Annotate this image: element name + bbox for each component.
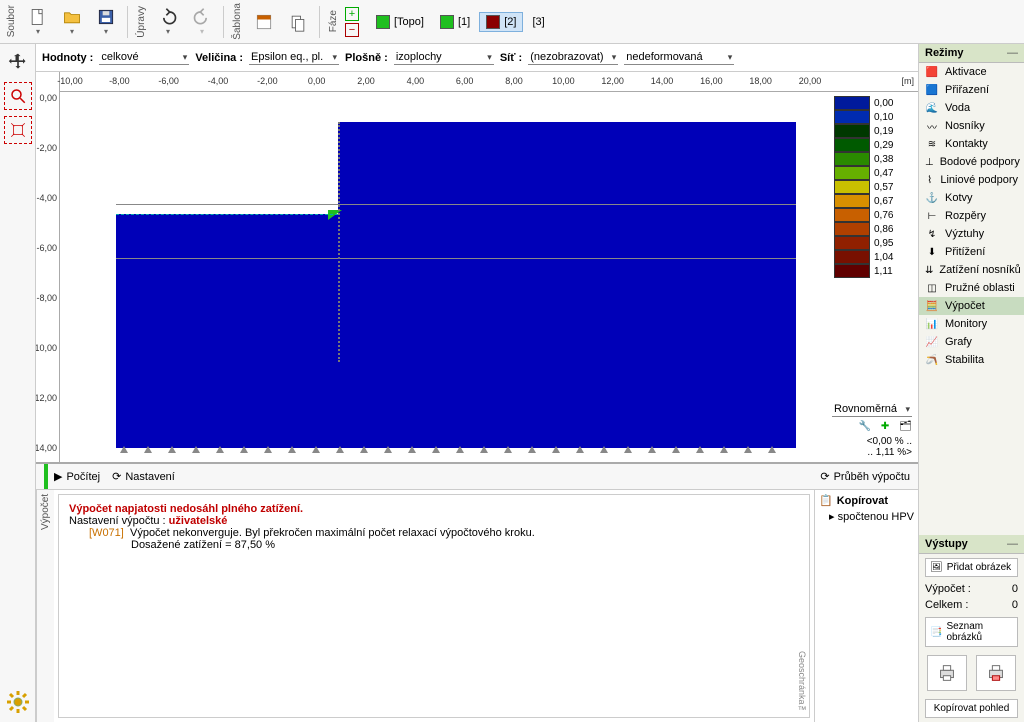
mode-item[interactable]: ↯Výztuhy bbox=[919, 225, 1024, 243]
plosne-select[interactable]: izoplochy bbox=[394, 50, 494, 65]
redo-button[interactable]: ▾ bbox=[187, 4, 217, 40]
velicina-label: Veličina : bbox=[195, 52, 243, 64]
ruler-y: 0,00-2,00-4,00-6,00-8,00-10,00-12,00-14,… bbox=[36, 72, 60, 462]
log-warning-text2: Dosažené zatížení = 87,50 % bbox=[69, 539, 799, 551]
log-settings-label: Nastavení výpočtu : bbox=[69, 515, 169, 527]
undo-button[interactable]: ▾ bbox=[153, 4, 183, 40]
menu-sablona[interactable]: Šablona bbox=[230, 1, 245, 42]
mode-item[interactable]: ⊥Bodové podpory bbox=[919, 153, 1024, 171]
hodnoty-select[interactable]: celkové bbox=[99, 50, 189, 65]
plot-canvas[interactable]: 0,000,100,190,290,380,470,570,670,760,86… bbox=[60, 92, 918, 462]
mode-item[interactable]: 📊Monitory bbox=[919, 315, 1024, 333]
color-legend: 0,000,100,190,290,380,470,570,670,760,86… bbox=[834, 96, 912, 278]
model-region-lower bbox=[116, 214, 796, 448]
celkem-count: 0 bbox=[1012, 599, 1018, 611]
kopirovat-pohled-button[interactable]: Kopírovat pohled bbox=[925, 699, 1018, 718]
log-settings-value: uživatelské bbox=[169, 515, 228, 527]
mode-item[interactable]: 🟦Přiřazení bbox=[919, 81, 1024, 99]
layers-icon[interactable]: 🗂 bbox=[899, 421, 912, 432]
phase-tab[interactable]: [1] bbox=[433, 12, 477, 32]
deform-select[interactable]: nedeformovaná bbox=[624, 50, 734, 65]
menu-faze[interactable]: Fáze bbox=[326, 8, 341, 34]
vypocet-count: 0 bbox=[1012, 583, 1018, 595]
sheet-pile bbox=[338, 122, 340, 362]
minimize-icon[interactable]: — bbox=[1007, 47, 1018, 59]
interface-line bbox=[116, 204, 796, 205]
mode-item[interactable]: 🪃Stabilita bbox=[919, 351, 1024, 369]
velicina-select[interactable]: Epsilon eq., pl. bbox=[249, 50, 339, 65]
log-warning-code: [W071] bbox=[89, 527, 124, 539]
ruler-x: [m] -10,00-8,00-6,00-4,00-2,000,002,004,… bbox=[60, 72, 918, 92]
zoom-tool[interactable] bbox=[4, 82, 32, 110]
ruler-unit: [m] bbox=[902, 76, 915, 86]
mode-item[interactable]: ⇊Zatížení nosníků bbox=[919, 261, 1024, 279]
clipboard-button[interactable] bbox=[283, 4, 313, 40]
range-low: <0,00 % .. bbox=[832, 436, 912, 447]
log-error: Výpočet napjatosti nedosáhl plného zatíž… bbox=[69, 503, 799, 515]
sit-select[interactable]: (nezobrazovat) bbox=[528, 50, 618, 65]
hodnoty-label: Hodnoty : bbox=[42, 52, 93, 64]
range-high: .. 1,11 %> bbox=[832, 447, 912, 458]
mode-item[interactable]: 🌊Voda bbox=[919, 99, 1024, 117]
print-color-button[interactable] bbox=[976, 655, 1016, 691]
log-area: Výpočet napjatosti nedosáhl plného zatíž… bbox=[58, 494, 810, 718]
mode-item[interactable]: 📈Grafy bbox=[919, 333, 1024, 351]
menu-soubor[interactable]: Soubor bbox=[4, 3, 19, 39]
celkem-count-label: Celkem : bbox=[925, 599, 968, 611]
open-file-button[interactable]: ▾ bbox=[57, 4, 87, 40]
mode-item[interactable]: 〰Nosníky bbox=[919, 117, 1024, 135]
mesh-scale-select[interactable]: Rovnoměrná bbox=[832, 402, 912, 417]
add-phase-icon[interactable]: + bbox=[345, 7, 359, 21]
remove-phase-icon[interactable]: − bbox=[345, 23, 359, 37]
plosne-label: Plošně : bbox=[345, 52, 388, 64]
pocitej-button[interactable]: ▶ Počítej bbox=[54, 470, 100, 483]
rezimy-title: Režimy bbox=[925, 47, 964, 59]
water-level-line bbox=[116, 214, 338, 215]
minimize-icon[interactable]: — bbox=[1007, 538, 1018, 550]
pridat-obrazek-button[interactable]: 🖼 Přidat obrázek bbox=[925, 558, 1018, 577]
kopirovat-hpv[interactable]: ▸ spočtenou HPV bbox=[819, 507, 914, 526]
phase-tab[interactable]: [Topo] bbox=[369, 12, 431, 32]
menu-upravy[interactable]: Úpravy bbox=[134, 4, 149, 40]
phase-tab[interactable]: [2] bbox=[479, 12, 523, 32]
log-warning-text: Výpočet nekonverguje. Byl překročen maxi… bbox=[130, 527, 535, 539]
settings-tool[interactable] bbox=[4, 688, 32, 716]
mode-item[interactable]: 🧮Výpočet bbox=[919, 297, 1024, 315]
wrench-icon[interactable]: 🔧 bbox=[858, 421, 870, 432]
vypocet-vlabel: Výpočet bbox=[36, 490, 54, 722]
mode-item[interactable]: ⊢Rozpěry bbox=[919, 207, 1024, 225]
template-button[interactable] bbox=[249, 4, 279, 40]
mode-item[interactable]: ⚓Kotvy bbox=[919, 189, 1024, 207]
vypocet-count-label: Výpočet : bbox=[925, 583, 971, 595]
plus-icon[interactable]: ✚ bbox=[881, 421, 889, 432]
sit-label: Síť : bbox=[500, 52, 522, 64]
mode-item[interactable]: ⌇Liniové podpory bbox=[919, 171, 1024, 189]
save-file-button[interactable]: ▾ bbox=[91, 4, 121, 40]
watermark: Geoschránka™ bbox=[797, 651, 807, 715]
pan-tool[interactable] bbox=[4, 48, 32, 76]
mode-item[interactable]: ⬇Přitížení bbox=[919, 243, 1024, 261]
print-button[interactable] bbox=[927, 655, 967, 691]
nastaveni-button[interactable]: ⟳ Nastavení bbox=[112, 470, 175, 483]
new-file-button[interactable]: ▾ bbox=[23, 4, 53, 40]
extents-tool[interactable] bbox=[4, 116, 32, 144]
mode-item[interactable]: ◫Pružné oblasti bbox=[919, 279, 1024, 297]
kopirovat-header: 📋 Kopírovat bbox=[819, 494, 914, 507]
prubeh-button[interactable]: ⟳ Průběh výpočtu bbox=[820, 470, 910, 483]
interface-line bbox=[116, 258, 796, 259]
mode-item[interactable]: ≋Kontakty bbox=[919, 135, 1024, 153]
vystupy-title: Výstupy bbox=[925, 538, 968, 550]
phase-tab[interactable]: [3] bbox=[525, 13, 551, 31]
model-region-upper bbox=[338, 122, 796, 214]
mode-item[interactable]: 🟥Aktivace bbox=[919, 63, 1024, 81]
seznam-obrazku-button[interactable]: 📑 Seznam obrázků bbox=[925, 617, 1018, 647]
